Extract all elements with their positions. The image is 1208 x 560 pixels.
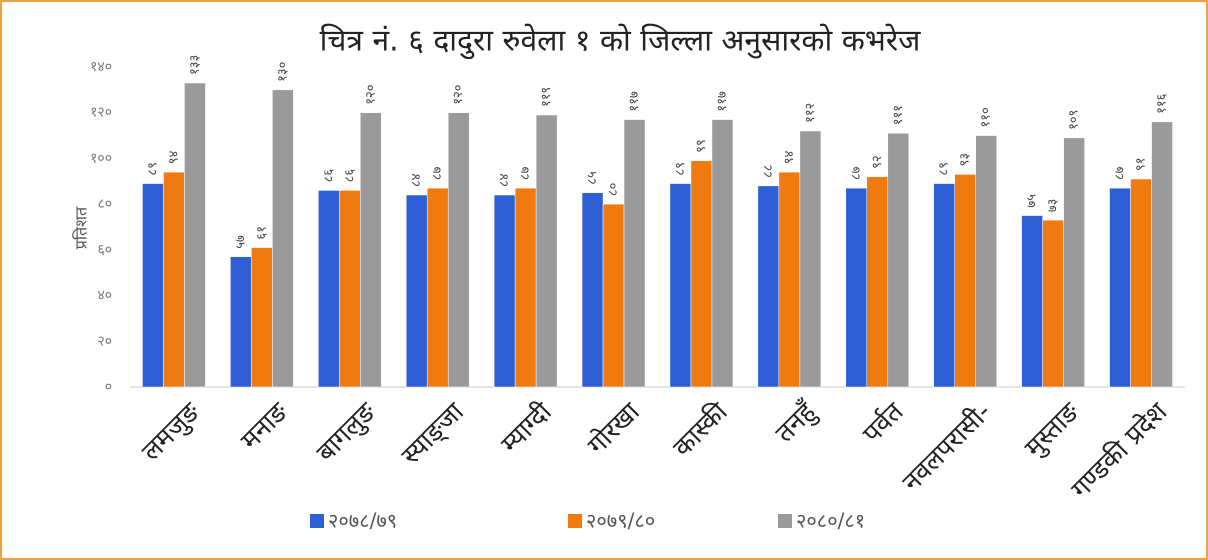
bar [163,171,185,388]
data-label: १११ [891,105,906,125]
bar [272,89,294,388]
bar [1130,178,1152,388]
bar [1042,219,1064,388]
legend-swatch [310,514,324,528]
y-tick-label: ० [105,379,112,395]
bar [184,82,206,388]
data-label: ७३ [1046,199,1061,213]
data-label: ८७ [518,166,533,180]
data-label: ९४ [782,150,797,164]
bar [954,174,976,388]
bar [514,187,537,388]
bar [933,183,955,388]
bar [535,114,558,388]
data-label: ९३ [958,153,973,167]
bar [405,194,428,388]
bar [339,190,361,388]
data-label: ५७ [233,235,248,249]
data-label: ८८ [761,164,776,178]
data-label: ९९ [694,139,709,153]
legend-swatch [568,514,582,528]
data-label: ८६ [321,169,336,183]
bar [845,187,868,388]
data-label: ८९ [145,162,160,176]
y-axis-label: प्रतिशत [72,206,91,249]
y-tick-label: २० [97,333,112,349]
data-label: ६१ [254,226,269,240]
bar [447,112,470,388]
data-label: ८५ [585,171,600,185]
data-label: ८० [606,183,621,197]
bar [757,185,780,388]
data-label: ११७ [627,91,642,112]
y-tick-label: ४० [97,288,112,304]
bar [318,190,340,388]
y-tick-label: १०० [90,150,112,166]
legend-label: २०७८/७९ [328,509,397,533]
data-label: ११७ [715,91,730,112]
data-label: ९१ [1134,157,1149,171]
legend-swatch [778,514,792,528]
bar [230,256,252,388]
bar [1021,215,1043,388]
bar [623,119,646,388]
data-label: ८४ [497,173,512,187]
data-label: ९४ [166,150,181,164]
data-label: ८७ [430,166,445,180]
legend-label: २०७९/८० [586,509,655,533]
bar [690,160,713,388]
bar [778,171,801,388]
bar [711,119,734,388]
data-label: ८७ [1113,166,1128,180]
bar [426,187,449,388]
data-label: १२० [363,84,378,104]
data-label: ८७ [849,166,864,180]
data-label: ११२ [803,103,818,123]
data-label: ८४ [409,173,424,187]
bar [581,192,604,388]
data-label: १३३ [187,55,202,75]
bar [866,176,889,388]
bar [975,135,997,388]
data-label: ८९ [673,162,688,176]
bar [251,247,273,388]
y-tick-label: १२० [90,105,112,121]
y-tick-label: ६० [97,242,112,258]
bar [602,203,625,388]
data-label: ११० [979,107,994,127]
bar [887,133,910,388]
bar [142,183,164,388]
data-label: ८६ [342,169,357,183]
bar [799,130,822,388]
data-label: ८९ [937,162,952,176]
bar [493,194,516,388]
data-label: ७५ [1025,194,1040,208]
data-label: ११६ [1155,93,1170,114]
bar [1109,187,1131,388]
bar [1151,121,1173,388]
data-label: ९२ [870,155,885,169]
bar [669,183,692,388]
data-label: १३० [275,62,290,82]
bar [1063,137,1085,388]
data-label: १२० [451,84,466,104]
chart-title: चित्र नं. ६ दादुरा रुवेला १ को जिल्ला अन… [320,24,922,60]
data-label: १०९ [1067,110,1082,130]
legend-label: २०८०/८१ [796,509,865,533]
y-tick-label: १४० [90,59,112,75]
y-tick-label: ८० [97,196,112,212]
data-label: ११९ [539,87,554,107]
bar [360,112,382,388]
